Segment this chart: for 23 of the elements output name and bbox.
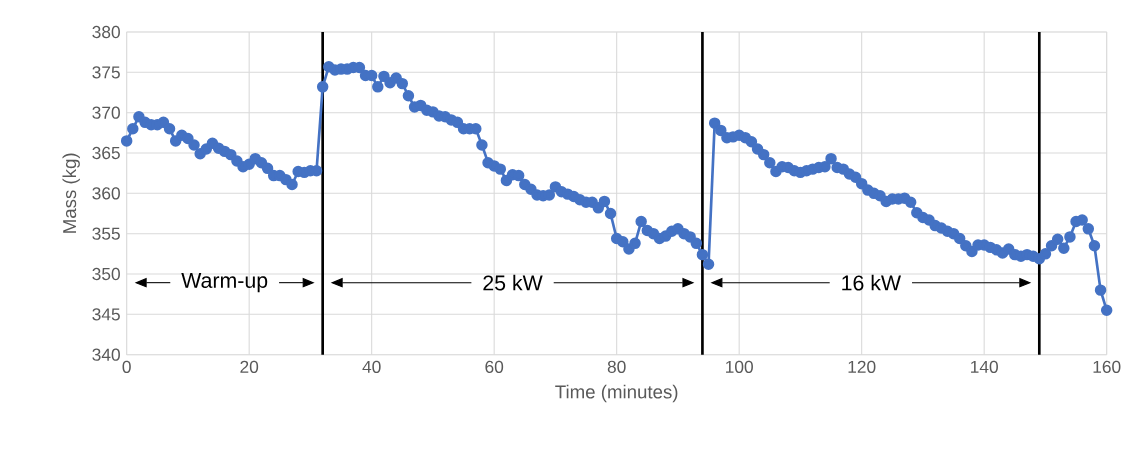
y-tick-label: 365: [92, 146, 120, 160]
x-tick-label: 160: [1093, 360, 1121, 373]
y-tick-label: 375: [92, 66, 120, 79]
x-tick-label: 80: [607, 360, 626, 373]
y-axis-title: Mass (kg): [62, 153, 80, 233]
y-tick-label: 345: [92, 308, 120, 321]
x-axis-title: Time (minutes): [555, 384, 678, 403]
annotation: 25 kW: [483, 274, 543, 291]
x-tick-label: 100: [726, 360, 753, 373]
y-tick-label: 360: [92, 187, 120, 200]
y-tick-label: 340: [92, 348, 120, 361]
y-tick-label: 350: [92, 267, 120, 281]
y-tick-label: 370: [92, 106, 120, 119]
x-tick-label: 120: [848, 360, 876, 373]
x-tick-label: 0: [122, 360, 131, 373]
annotation: Warm-up: [181, 273, 268, 293]
y-tick-label: 380: [92, 25, 120, 39]
y-tick-label: 355: [92, 227, 120, 240]
annotation: 16 kW: [842, 274, 901, 291]
x-tick-label: 20: [240, 360, 259, 373]
x-tick-label: 40: [362, 360, 381, 373]
x-tick-label: 60: [485, 360, 504, 373]
x-tick-label: 140: [971, 360, 998, 373]
